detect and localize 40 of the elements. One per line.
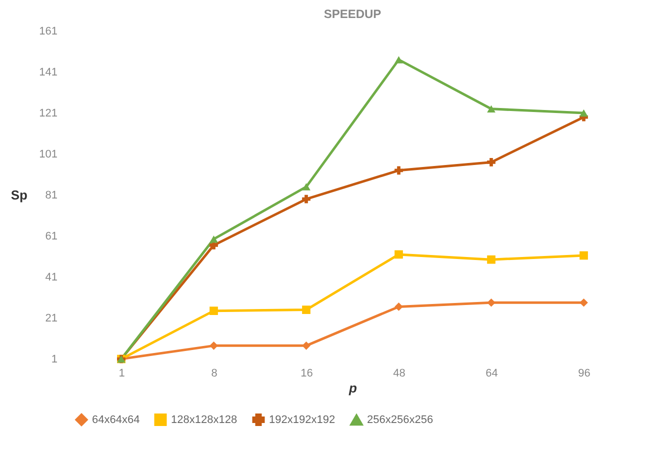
point bbox=[302, 183, 310, 190]
point bbox=[394, 56, 403, 64]
x-axis-title: p bbox=[348, 380, 358, 396]
y-tick-label: 1 bbox=[51, 354, 58, 366]
chart-title: SPEEDUP bbox=[324, 7, 382, 21]
x-tick-label: 96 bbox=[578, 368, 590, 380]
point bbox=[580, 298, 588, 307]
point bbox=[487, 158, 496, 166]
y-axis-title: Sp bbox=[10, 188, 28, 202]
legend-label: 128x128x128 bbox=[171, 414, 238, 426]
legend-label: 256x256x256 bbox=[367, 414, 434, 426]
point bbox=[210, 306, 218, 316]
y-tick-label: 41 bbox=[45, 272, 58, 284]
y-tick-label: 121 bbox=[39, 108, 58, 120]
point bbox=[302, 194, 310, 204]
x-tick-label: 16 bbox=[300, 368, 313, 380]
point bbox=[580, 251, 588, 260]
y-tick-label: 141 bbox=[39, 66, 58, 78]
point bbox=[394, 250, 403, 259]
y-tick-label: 61 bbox=[45, 230, 58, 242]
y-tick-label: 81 bbox=[45, 190, 58, 202]
x-tick-label: 8 bbox=[211, 368, 218, 380]
legend-label: 192x192x192 bbox=[269, 414, 336, 426]
point bbox=[210, 235, 218, 243]
point bbox=[580, 109, 588, 117]
point bbox=[302, 306, 310, 314]
y-tick-label: 101 bbox=[39, 148, 58, 160]
point bbox=[394, 302, 403, 311]
point bbox=[487, 105, 496, 113]
point bbox=[487, 255, 496, 264]
point bbox=[487, 298, 496, 307]
y-tick-label: 21 bbox=[45, 312, 58, 324]
x-tick-label: 64 bbox=[486, 368, 498, 380]
x-tick-label: 1 bbox=[118, 368, 125, 380]
point bbox=[302, 341, 310, 350]
legend-label: 64x64x64 bbox=[92, 414, 140, 426]
y-tick-label: 161 bbox=[39, 26, 58, 38]
x-tick-label: 48 bbox=[393, 368, 406, 380]
point bbox=[210, 341, 218, 350]
point bbox=[394, 166, 403, 175]
